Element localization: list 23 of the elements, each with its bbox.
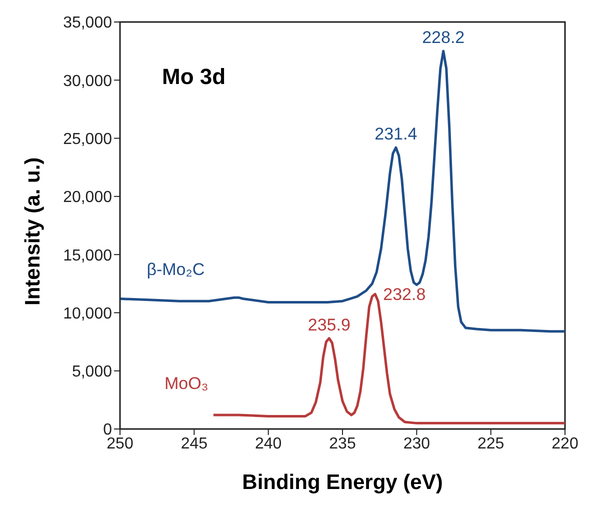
x-tick-label: 220 bbox=[552, 435, 578, 452]
x-tick-label: 245 bbox=[180, 435, 208, 452]
x-tick-label: 235 bbox=[329, 435, 356, 452]
annotation: 232.8 bbox=[383, 285, 426, 304]
series-label: MoO₃ bbox=[164, 374, 208, 394]
x-tick-label: 230 bbox=[403, 435, 430, 452]
y-tick-label: 30,000 bbox=[63, 72, 112, 90]
y-tick-label: 25,000 bbox=[63, 130, 112, 148]
annotation: 228.2 bbox=[422, 28, 465, 48]
series-label: β-Mo₂C bbox=[146, 260, 205, 279]
y-tick-label: 20,000 bbox=[63, 189, 112, 206]
y-tick-label: 10,000 bbox=[63, 305, 112, 322]
y-tick-label: 5,000 bbox=[72, 364, 112, 381]
text: Mo 3d bbox=[162, 64, 226, 89]
annotation: 231.4 bbox=[374, 124, 418, 144]
y-axis-title: Intensity (a. u.) bbox=[21, 157, 44, 306]
x-tick-label: 225 bbox=[477, 435, 504, 452]
x-axis-title: Binding Energy (eV) bbox=[242, 471, 443, 494]
y-tick-label: 35,000 bbox=[63, 14, 112, 32]
line-series bbox=[120, 50, 565, 333]
annotation: 235.9 bbox=[308, 315, 350, 334]
x-tick-label: 240 bbox=[254, 435, 282, 452]
y-tick-label: 15,000 bbox=[63, 247, 112, 264]
